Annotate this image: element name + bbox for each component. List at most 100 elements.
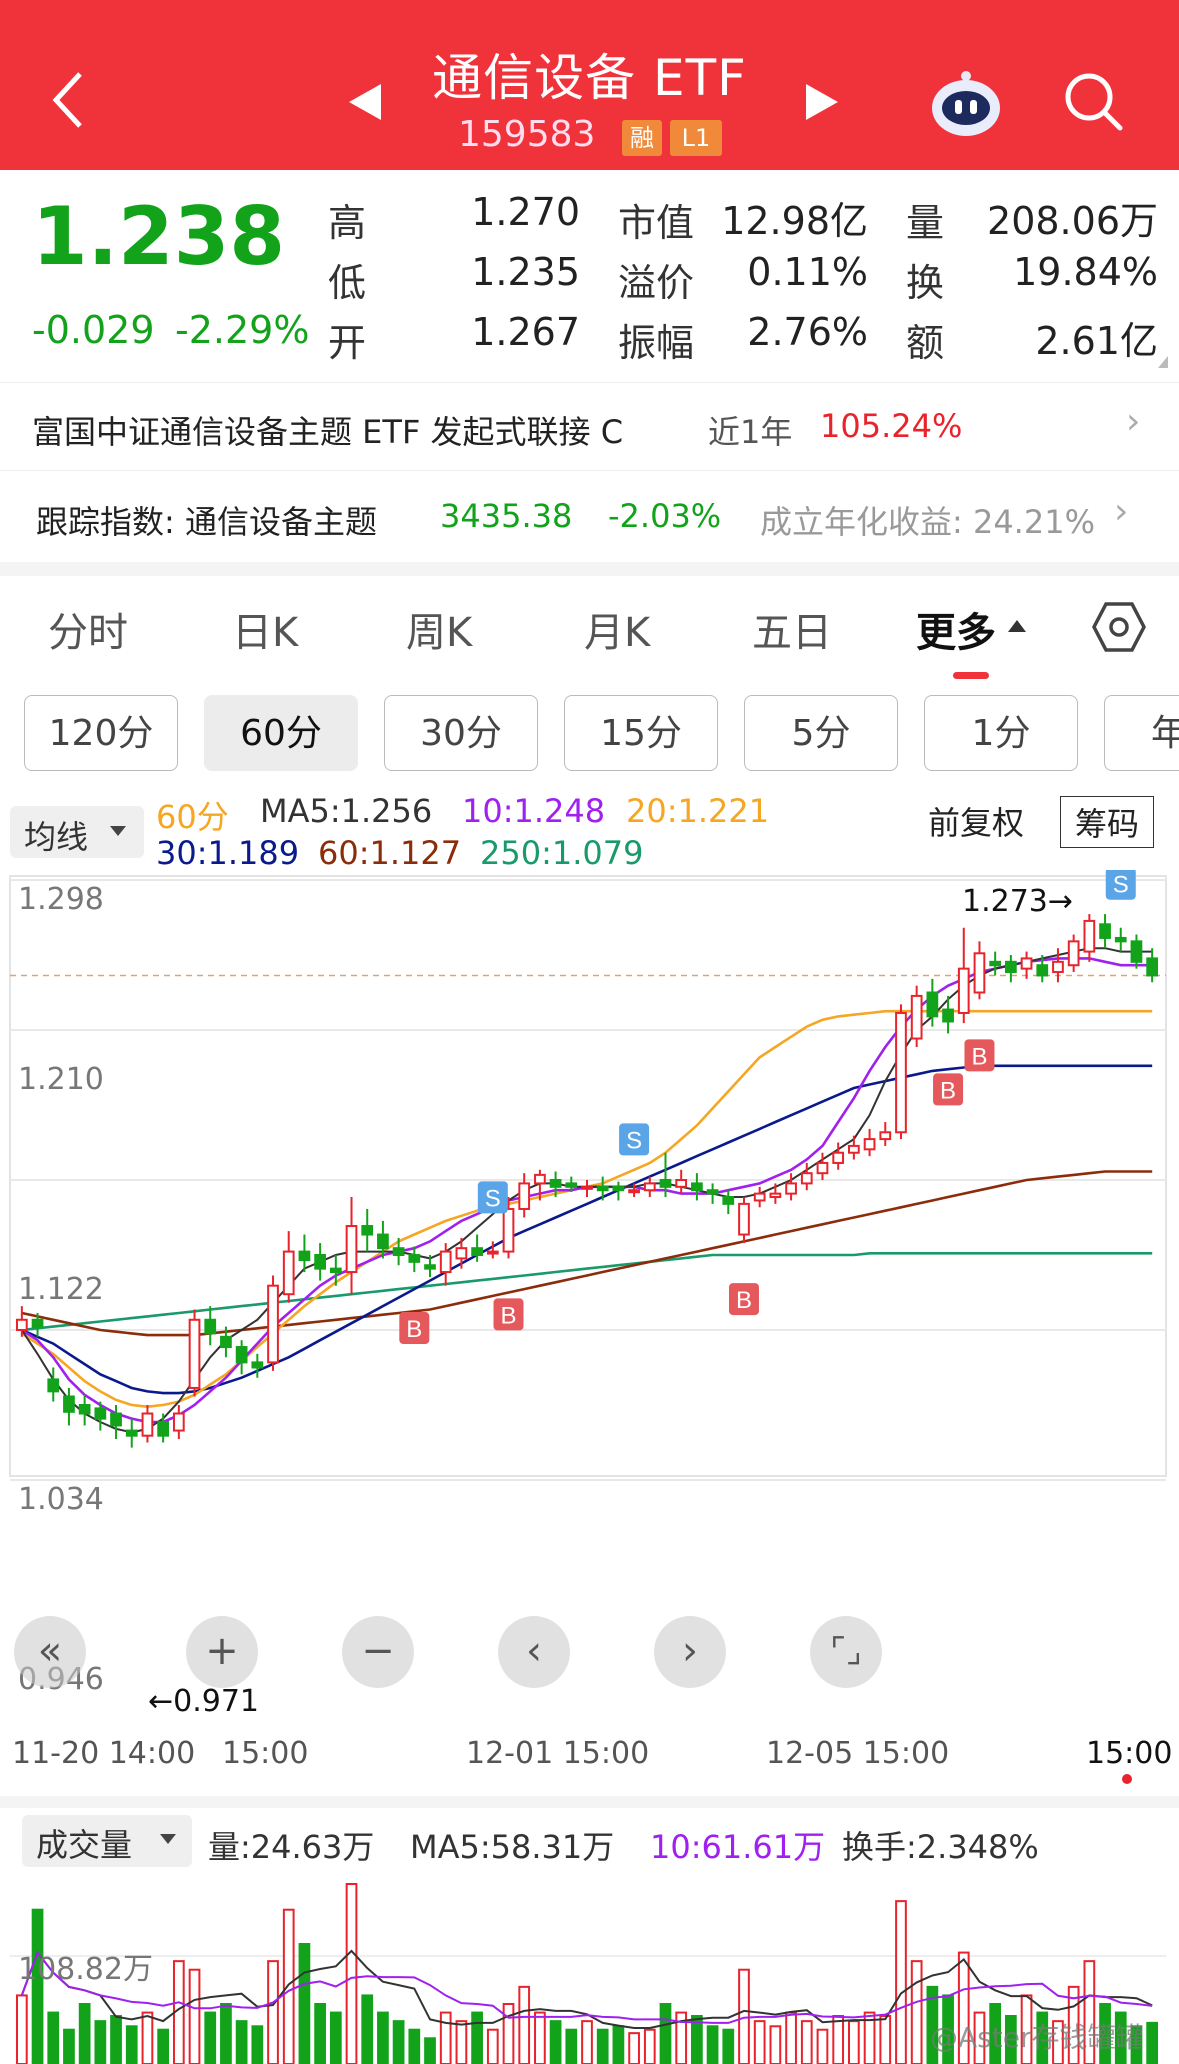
fullscreen-icon[interactable]: ⌜⌟ xyxy=(810,1616,882,1688)
candle-body xyxy=(863,1138,876,1151)
volume-bar xyxy=(910,1960,923,2064)
candle-body xyxy=(518,1182,531,1210)
buy-marker xyxy=(493,1298,524,1331)
chips-button[interactable]: 筹码 xyxy=(1060,796,1155,848)
tab-weekly-k[interactable]: 周K xyxy=(406,610,473,656)
turnover-label: 换 xyxy=(906,261,945,305)
marker-label: S xyxy=(1113,872,1129,899)
tracking-index-row[interactable]: 跟踪指数: 通信设备主题 3435.38 -2.03% 成立年化收益: 24.2… xyxy=(0,470,1179,563)
volume-selector-label: 成交量 xyxy=(36,1826,133,1864)
candle-body xyxy=(78,1404,91,1415)
candle-body xyxy=(486,1250,499,1255)
tracking-index-change: -2.03% xyxy=(608,497,722,535)
candle-body xyxy=(926,991,939,1018)
ma-period: 60分 xyxy=(156,798,229,836)
candle-body xyxy=(691,1182,703,1192)
volume-bar xyxy=(957,1951,970,2064)
amplitude-value: 2.76% xyxy=(747,310,868,354)
period-year[interactable]: 年 xyxy=(1104,695,1179,771)
adjust-mode[interactable]: 前复权 xyxy=(928,804,1025,842)
volume-bar xyxy=(78,2003,91,2064)
candle-body xyxy=(502,1207,515,1253)
volume-bar xyxy=(816,2028,829,2064)
robot-assistant-icon[interactable] xyxy=(928,64,1004,144)
marker-label: B xyxy=(940,1077,956,1104)
period-1m[interactable]: 1分 xyxy=(924,695,1078,771)
period-60m[interactable]: 60分 xyxy=(204,695,358,771)
tab-monthly-k[interactable]: 月K xyxy=(584,610,651,656)
volume-bar xyxy=(455,2020,468,2064)
candle-body xyxy=(722,1196,735,1205)
period-15m[interactable]: 15分 xyxy=(564,695,718,771)
ma10-value: 10:1.248 xyxy=(462,792,606,830)
ma250-line xyxy=(21,1251,1153,1332)
candle-body xyxy=(1067,940,1080,967)
next-fund-icon[interactable] xyxy=(804,82,840,126)
period-5m[interactable]: 5分 xyxy=(744,695,898,771)
amount-value: 2.61亿 xyxy=(1035,319,1158,363)
candle-body xyxy=(1004,960,1017,974)
tab-daily-k[interactable]: 日K xyxy=(232,610,299,656)
scroll-left-button[interactable]: ‹ xyxy=(498,1616,570,1688)
volume-bar xyxy=(157,2028,170,2064)
prev-fund-icon[interactable] xyxy=(347,82,383,126)
volume-bar xyxy=(549,2020,562,2064)
candle-body xyxy=(314,1254,326,1270)
volume-bar xyxy=(659,2003,672,2064)
candle-body xyxy=(989,960,1002,967)
premium-value: 0.11% xyxy=(747,250,868,294)
candle-body xyxy=(172,1412,185,1432)
candle-body xyxy=(534,1173,546,1185)
candle-body xyxy=(612,1185,625,1192)
volume-bar xyxy=(220,2003,232,2064)
candle-body xyxy=(220,1335,232,1349)
volume-bar xyxy=(235,2020,248,2064)
volume-bar xyxy=(565,2028,578,2064)
tab-five-day[interactable]: 五日 xyxy=(752,610,832,656)
linked-fund-row[interactable]: 富国中证通信设备主题 ETF 发起式联接 C 近1年 105.24% › xyxy=(0,382,1179,471)
candle-body xyxy=(15,1318,28,1332)
volume-bar xyxy=(879,2015,892,2064)
volume-value: 208.06万 xyxy=(987,199,1158,243)
back-icon[interactable] xyxy=(48,70,88,128)
volume-bar xyxy=(345,1883,358,2064)
search-icon[interactable] xyxy=(1062,70,1126,138)
volume-bar xyxy=(769,2025,782,2064)
volume-bar xyxy=(125,2025,138,2064)
time-axis-label: 12-05 15:00 xyxy=(766,1736,950,1771)
zoom-in-button[interactable]: + xyxy=(186,1616,258,1688)
volume-chart xyxy=(10,1883,1166,2064)
scroll-right-button[interactable]: › xyxy=(654,1616,726,1688)
period-30m[interactable]: 30分 xyxy=(384,695,538,771)
ma30-value: 30:1.189 xyxy=(156,834,300,872)
candle-body xyxy=(298,1250,311,1262)
period-120m[interactable]: 120分 xyxy=(24,695,178,771)
zoom-out-button[interactable]: − xyxy=(342,1616,414,1688)
tab-intraday[interactable]: 分时 xyxy=(48,610,128,656)
chart-frame xyxy=(9,875,1167,1477)
candle-body xyxy=(329,1267,342,1274)
marker-label: B xyxy=(971,1043,987,1070)
tab-more[interactable]: 更多 xyxy=(916,610,996,656)
sell-marker xyxy=(619,1123,650,1156)
candle-body xyxy=(1114,936,1127,943)
candle-body xyxy=(251,1361,264,1369)
tracking-index-value: 3435.38 xyxy=(440,497,573,535)
candle-body xyxy=(345,1225,358,1274)
current-time-dot xyxy=(1122,1774,1132,1784)
volume-bar xyxy=(1067,1985,1080,2064)
margin-tag: 融 xyxy=(622,120,662,156)
volume-bar xyxy=(471,2011,483,2064)
volume-bar xyxy=(989,2003,1002,2064)
scroll-left-fast-button[interactable]: « xyxy=(14,1616,86,1688)
time-axis-label: 15:00 xyxy=(222,1736,309,1771)
chevron-right-icon: › xyxy=(1126,401,1141,442)
annualized-return: 成立年化收益: 24.21% xyxy=(760,503,1095,541)
settings-hexagon-icon[interactable] xyxy=(1092,600,1146,658)
candle-body xyxy=(1020,957,1033,970)
volume-bar xyxy=(204,2011,217,2064)
expand-caret-icon[interactable] xyxy=(1158,356,1168,368)
amplitude-label: 振幅 xyxy=(618,321,695,365)
high-annotation: 1.273→ xyxy=(962,884,1074,919)
